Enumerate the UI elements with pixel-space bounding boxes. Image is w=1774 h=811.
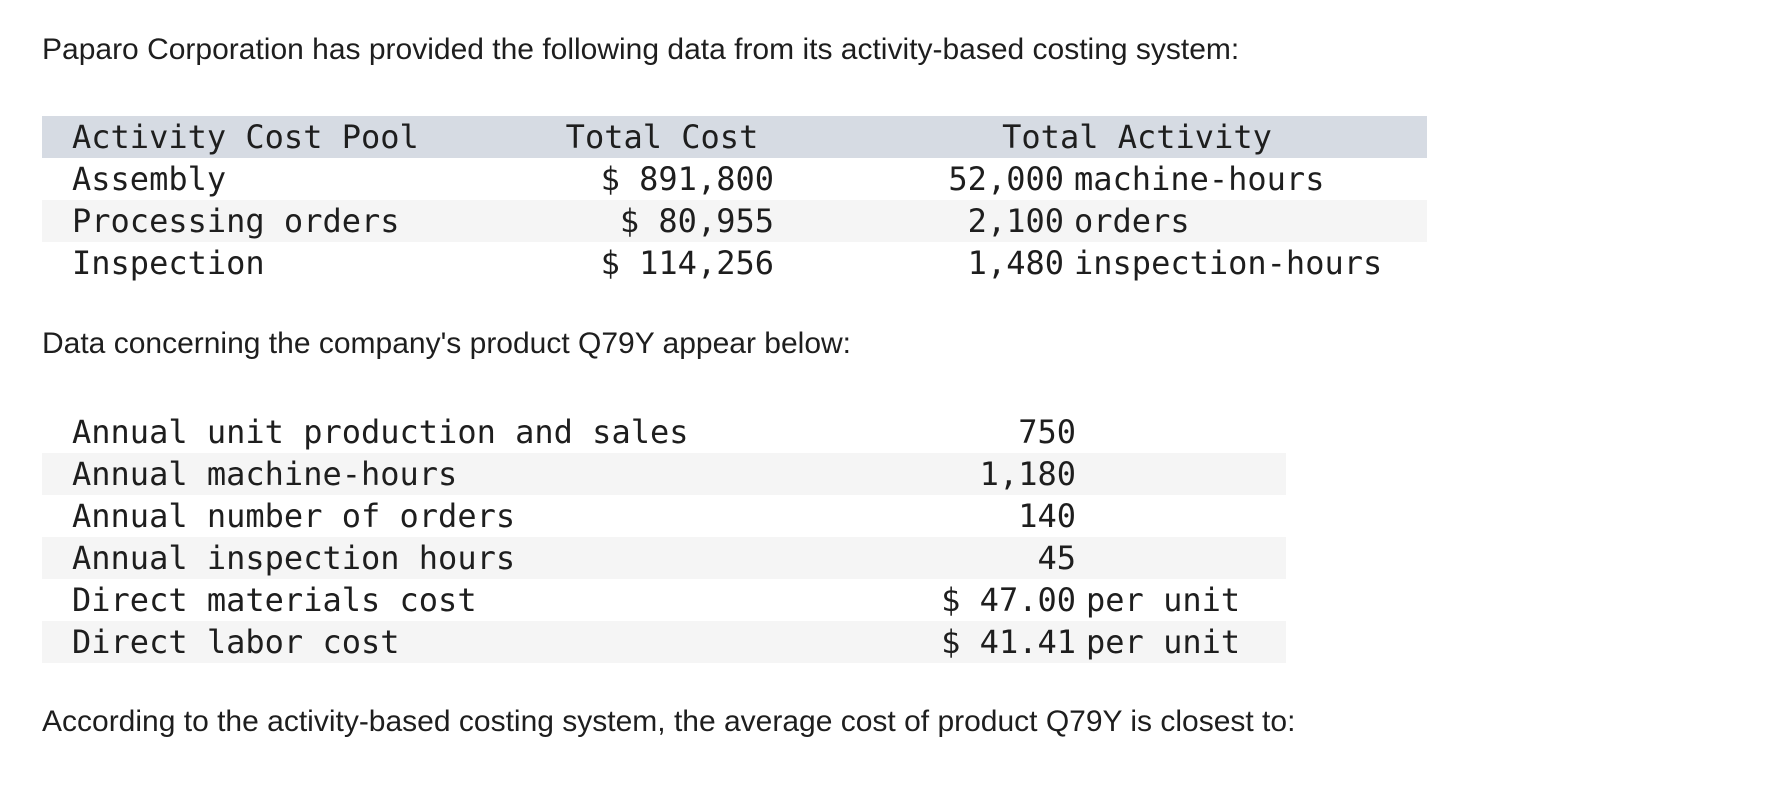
product-row-value: $ 41.41	[941, 623, 1076, 661]
table-row: Annual inspection hours 45	[42, 537, 1286, 579]
activity-pool-name: Processing orders	[72, 202, 400, 240]
product-row-value: $ 47.00	[941, 581, 1076, 619]
activity-unit: machine-hours	[1074, 160, 1325, 198]
activity-quantity: 1,480	[967, 244, 1064, 282]
table-row: Annual number of orders 140	[42, 495, 1286, 537]
product-row-label: Annual machine-hours	[72, 455, 458, 493]
table-row: Annual unit production and sales 750	[42, 411, 1286, 453]
activity-pool-name: Inspection	[72, 244, 265, 282]
header-total-cost: Total Cost	[565, 118, 759, 156]
activity-total-cost: $ 80,955	[619, 202, 774, 240]
activity-pool-name: Assembly	[72, 160, 227, 198]
product-row-value: 45	[1037, 539, 1076, 577]
product-row-label: Annual inspection hours	[72, 539, 516, 577]
product-row-label: Direct materials cost	[72, 581, 477, 619]
product-data-table: Annual unit production and sales 750 Ann…	[42, 411, 1286, 663]
intro-paragraph: Paparo Corporation has provided the foll…	[42, 33, 1240, 66]
product-row-value: 140	[1018, 497, 1076, 535]
table-row: Direct labor cost $ 41.41 per unit	[42, 621, 1286, 663]
product-intro-paragraph: Data concerning the company's product Q7…	[42, 327, 852, 360]
activity-total-cost: $ 891,800	[600, 160, 774, 198]
activity-unit: orders	[1074, 202, 1190, 240]
product-row-label: Annual number of orders	[72, 497, 516, 535]
activity-cost-table: Activity Cost Pool Total Cost Total Acti…	[42, 116, 1427, 284]
activity-unit: inspection-hours	[1074, 244, 1383, 282]
activity-quantity: 52,000	[948, 160, 1064, 198]
product-row-unit: per unit	[1086, 581, 1241, 619]
table-row: Direct materials cost $ 47.00 per unit	[42, 579, 1286, 621]
product-row-value: 1,180	[979, 455, 1076, 493]
table-row: Processing orders $ 80,955 2,100 orders	[42, 200, 1427, 242]
header-total-activity: Total Activity	[1002, 118, 1272, 156]
activity-quantity: 2,100	[967, 202, 1064, 240]
activity-total-cost: $ 114,256	[600, 244, 774, 282]
header-activity-cost-pool: Activity Cost Pool	[72, 118, 419, 156]
table-row: Annual machine-hours 1,180	[42, 453, 1286, 495]
table-header-row: Activity Cost Pool Total Cost Total Acti…	[42, 116, 1427, 158]
table-row: Inspection $ 114,256 1,480 inspection-ho…	[42, 242, 1427, 284]
table-row: Assembly $ 891,800 52,000 machine-hours	[42, 158, 1427, 200]
product-row-label: Annual unit production and sales	[72, 413, 689, 451]
product-row-value: 750	[1018, 413, 1076, 451]
product-row-unit: per unit	[1086, 623, 1241, 661]
question-paragraph: According to the activity-based costing …	[42, 705, 1296, 738]
product-row-label: Direct labor cost	[72, 623, 400, 661]
